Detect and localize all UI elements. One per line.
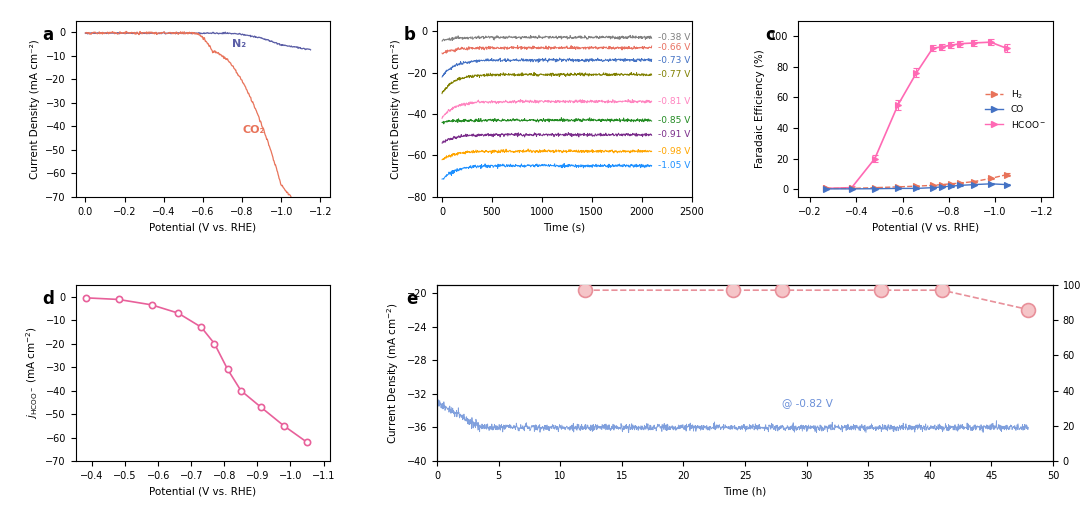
Text: -0.38 V: -0.38 V: [658, 33, 690, 42]
X-axis label: Potential (V vs. RHE): Potential (V vs. RHE): [149, 486, 256, 496]
Text: -0.77 V: -0.77 V: [658, 70, 690, 79]
X-axis label: Time (s): Time (s): [543, 222, 585, 232]
Text: d: d: [42, 290, 54, 308]
Y-axis label: $j_{\mathrm{HCOO}^-}$ (mA cm$^{-2}$): $j_{\mathrm{HCOO}^-}$ (mA cm$^{-2}$): [24, 327, 40, 419]
Text: b: b: [404, 26, 416, 44]
Text: -1.05 V: -1.05 V: [658, 161, 690, 170]
Text: -0.91 V: -0.91 V: [658, 130, 690, 139]
Text: -0.66 V: -0.66 V: [658, 43, 690, 52]
Y-axis label: Current Density (mA cm$^{-2}$): Current Density (mA cm$^{-2}$): [386, 302, 402, 444]
X-axis label: Potential (V vs. RHE): Potential (V vs. RHE): [873, 222, 980, 232]
X-axis label: Potential (V vs. RHE): Potential (V vs. RHE): [149, 222, 256, 232]
Text: CO₂: CO₂: [242, 125, 265, 135]
Text: -0.98 V: -0.98 V: [658, 147, 690, 156]
Y-axis label: Faradaic Efficiency (%): Faradaic Efficiency (%): [755, 49, 765, 168]
Text: -0.85 V: -0.85 V: [658, 116, 690, 125]
Text: a: a: [42, 26, 54, 44]
Text: -0.81 V: -0.81 V: [658, 97, 690, 106]
Text: e: e: [406, 290, 418, 308]
Legend: H$_2$, CO, HCOO$^-$: H$_2$, CO, HCOO$^-$: [983, 85, 1049, 132]
Text: c: c: [766, 26, 775, 44]
Text: -0.73 V: -0.73 V: [658, 55, 690, 65]
Text: N₂: N₂: [232, 38, 246, 49]
Y-axis label: Current Density (mA cm⁻²): Current Density (mA cm⁻²): [30, 39, 40, 179]
X-axis label: Time (h): Time (h): [724, 486, 767, 496]
Y-axis label: Current Density (mA cm⁻²): Current Density (mA cm⁻²): [391, 39, 402, 179]
Text: @ -0.82 V: @ -0.82 V: [782, 398, 833, 409]
